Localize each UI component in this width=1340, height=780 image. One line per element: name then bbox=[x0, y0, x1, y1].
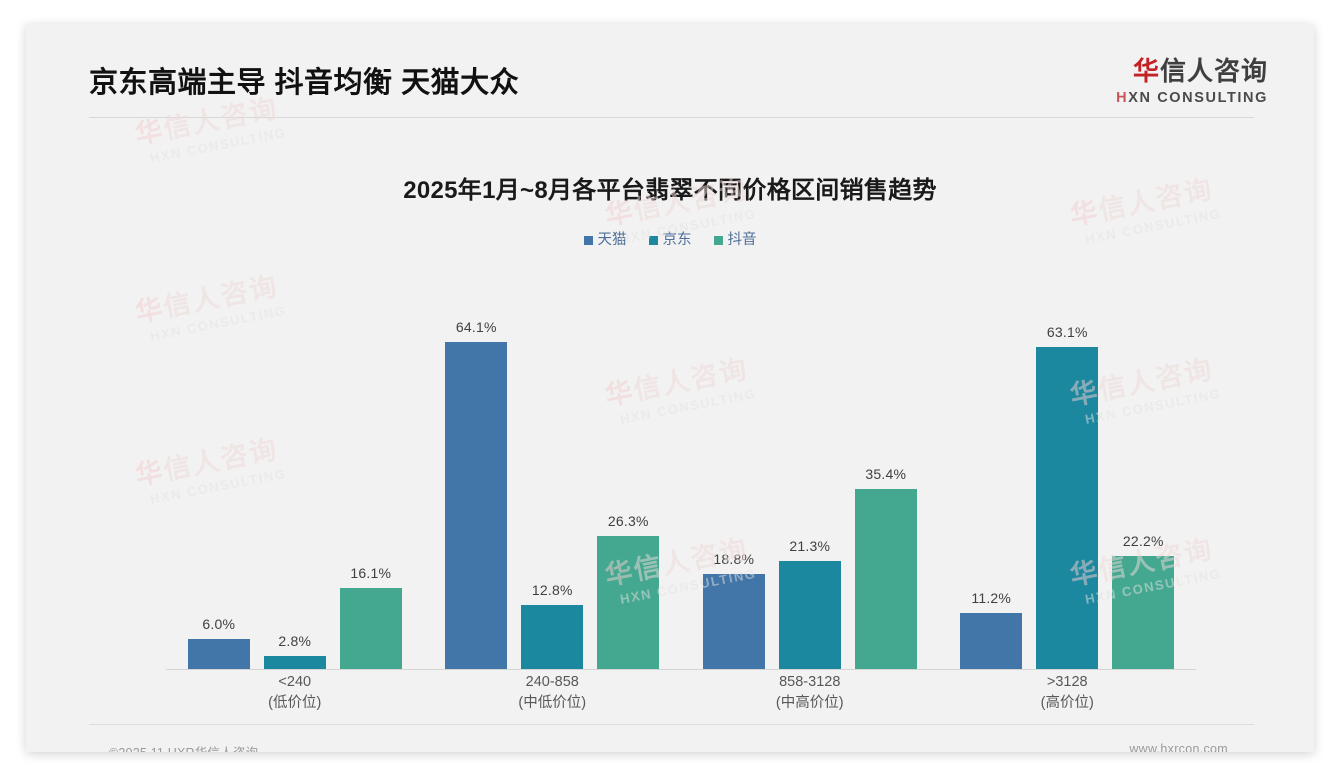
legend-label: 天猫 bbox=[597, 232, 627, 248]
bar[interactable] bbox=[263, 655, 326, 670]
bar-group->3128: 11.2% 63.1% 22.2% bbox=[939, 270, 1197, 670]
logo-en-accent-char: H bbox=[1116, 90, 1129, 106]
bar-column-抖音[interactable]: 22.2% bbox=[1112, 270, 1175, 670]
x-axis-label-range: 858-3128 bbox=[779, 674, 841, 690]
bar-value-label: 22.2% bbox=[1122, 533, 1164, 550]
legend-swatch-icon bbox=[648, 235, 658, 245]
bar-column-抖音[interactable]: 16.1% bbox=[339, 270, 402, 670]
bar-value-label: 64.1% bbox=[455, 319, 497, 336]
footer-copyright: ©2025.11 HXR华信人咨询 bbox=[109, 742, 258, 752]
bar-value-label: 6.0% bbox=[202, 616, 236, 633]
x-axis-labels: <240 (低价位) 240-858 (中低价位) 858-3128 (中高价位) >312… bbox=[166, 672, 1196, 714]
legend-item-京东[interactable]: 京东 bbox=[648, 232, 692, 248]
bar-group-240-858: 64.1% 12.8% 26.3% bbox=[424, 270, 682, 670]
bar-value-label: 18.8% bbox=[713, 550, 755, 567]
bar-value-label: 35.4% bbox=[865, 465, 907, 482]
bar-column-京东[interactable]: 21.3% bbox=[778, 270, 841, 670]
x-axis-label-range: 240-858 bbox=[525, 674, 579, 690]
bar[interactable] bbox=[960, 612, 1023, 670]
bar-value-label: 63.1% bbox=[1046, 324, 1088, 341]
bar-column-抖音[interactable]: 35.4% bbox=[854, 270, 917, 670]
x-axis-label-range: <240 bbox=[278, 674, 312, 690]
logo-accent-char: 华 bbox=[1132, 56, 1160, 86]
page-title: 京东高端主导 抖音均衡 天猫大众 bbox=[89, 67, 520, 99]
chart-plot-area: 6.0% 2.8% 16.1% 64.1% 12.8% 26.3% 18.8% 21.3% 35… bbox=[166, 270, 1196, 670]
x-axis-label-tier: (中高价位) bbox=[775, 695, 844, 712]
legend-item-天猫[interactable]: 天猫 bbox=[583, 232, 627, 248]
bar-groups: 6.0% 2.8% 16.1% 64.1% 12.8% 26.3% 18.8% 21.3% 35… bbox=[166, 270, 1196, 670]
legend-swatch-icon bbox=[583, 235, 593, 245]
bar-set: 6.0% 2.8% 16.1% bbox=[166, 270, 424, 670]
bar-value-label: 26.3% bbox=[607, 512, 649, 529]
x-axis-label-tier: (高价位) bbox=[1040, 695, 1094, 712]
x-axis-label-858-3128: 858-3128 (中高价位) bbox=[681, 672, 939, 714]
slide-header: 京东高端主导 抖音均衡 天猫大众 华信人咨询 HXN CONSULTING bbox=[26, 24, 1314, 120]
x-axis-label-tier: (低价位) bbox=[268, 695, 322, 712]
logo-cn-text: 信人咨询 bbox=[1159, 56, 1268, 86]
bar-column-天猫[interactable]: 64.1% bbox=[445, 270, 508, 670]
bar[interactable] bbox=[339, 587, 402, 670]
bar-value-label: 16.1% bbox=[350, 564, 392, 581]
bar-value-label: 21.3% bbox=[789, 538, 831, 555]
slide-canvas: 华信人咨询 HXN CONSULTING 华信人咨询 HXN CONSULTIN… bbox=[26, 24, 1314, 752]
legend-label: 抖音 bbox=[727, 232, 757, 248]
bar[interactable] bbox=[445, 342, 508, 670]
footer-website: www.hxrcon.com bbox=[1129, 742, 1228, 752]
bar-set: 11.2% 63.1% 22.2% bbox=[939, 270, 1197, 670]
bar-column-天猫[interactable]: 6.0% bbox=[187, 270, 250, 670]
bar-column-天猫[interactable]: 18.8% bbox=[702, 270, 765, 670]
bar-column-天猫[interactable]: 11.2% bbox=[960, 270, 1023, 670]
bar-set: 64.1% 12.8% 26.3% bbox=[424, 270, 682, 670]
bar[interactable] bbox=[1112, 556, 1175, 670]
bar-value-label: 12.8% bbox=[531, 581, 573, 598]
footer-divider bbox=[89, 724, 1254, 725]
bar[interactable] bbox=[187, 639, 250, 670]
bar[interactable] bbox=[702, 573, 765, 670]
bar-group-<240: 6.0% 2.8% 16.1% bbox=[166, 270, 424, 670]
x-axis-line bbox=[166, 669, 1196, 670]
legend-label: 京东 bbox=[662, 232, 692, 248]
bar-column-京东[interactable]: 12.8% bbox=[521, 270, 584, 670]
legend-swatch-icon bbox=[713, 235, 723, 245]
x-axis-label-<240: <240 (低价位) bbox=[166, 672, 424, 714]
bar-column-京东[interactable]: 2.8% bbox=[263, 270, 326, 670]
bar-value-label: 2.8% bbox=[278, 632, 312, 649]
bar[interactable] bbox=[778, 561, 841, 670]
x-axis-label-tier: (中低价位) bbox=[518, 695, 587, 712]
logo-en-text: XN CONSULTING bbox=[1128, 90, 1268, 106]
chart-legend: 天猫 京东 抖音 bbox=[26, 233, 1314, 248]
bar-column-京东[interactable]: 63.1% bbox=[1036, 270, 1099, 670]
chart-title: 2025年1月~8月各平台翡翠不同价格区间销售趋势 bbox=[403, 177, 937, 204]
x-axis-label-range: >3128 bbox=[1046, 674, 1088, 690]
bar-value-label: 11.2% bbox=[971, 589, 1012, 606]
header-divider bbox=[89, 117, 1254, 118]
chart-container: 2025年1月~8月各平台翡翠不同价格区间销售趋势 天猫 京东 抖音 6.0% 2.8… bbox=[26, 120, 1314, 712]
x-axis-label-240-858: 240-858 (中低价位) bbox=[424, 672, 682, 714]
bar[interactable] bbox=[854, 488, 917, 670]
bar[interactable] bbox=[597, 535, 660, 670]
bar[interactable] bbox=[521, 604, 584, 670]
legend-item-抖音[interactable]: 抖音 bbox=[713, 232, 757, 248]
bar-column-抖音[interactable]: 26.3% bbox=[597, 270, 660, 670]
bar[interactable] bbox=[1036, 347, 1099, 670]
bar-group-858-3128: 18.8% 21.3% 35.4% bbox=[681, 270, 939, 670]
x-axis-label->3128: >3128 (高价位) bbox=[939, 672, 1197, 714]
bar-set: 18.8% 21.3% 35.4% bbox=[681, 270, 939, 670]
brand-logo: 华信人咨询 HXN CONSULTING bbox=[1116, 58, 1268, 106]
